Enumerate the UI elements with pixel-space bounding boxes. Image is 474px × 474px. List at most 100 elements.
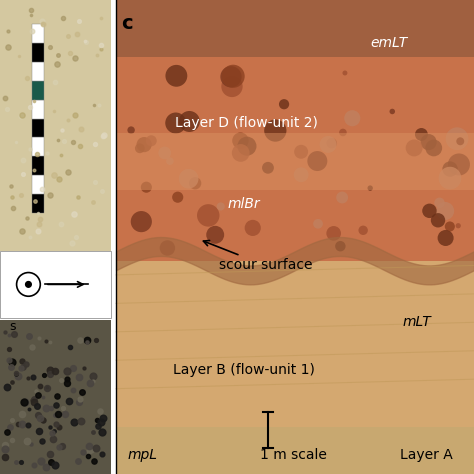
Circle shape xyxy=(165,65,187,87)
Point xyxy=(72,233,80,240)
Circle shape xyxy=(319,136,337,153)
Point xyxy=(73,30,81,37)
Circle shape xyxy=(232,132,249,149)
Bar xyxy=(32,24,44,43)
Point xyxy=(72,55,79,63)
Point xyxy=(23,438,31,445)
Point xyxy=(70,418,78,426)
Circle shape xyxy=(135,144,145,153)
Point xyxy=(46,370,54,378)
Point xyxy=(89,428,96,436)
Point xyxy=(1,328,9,336)
Point xyxy=(74,457,82,465)
Point xyxy=(83,336,91,344)
Point xyxy=(70,387,77,394)
Circle shape xyxy=(307,151,328,171)
FancyBboxPatch shape xyxy=(0,0,111,251)
Point xyxy=(6,423,14,430)
Point xyxy=(19,364,27,371)
Point xyxy=(39,393,47,401)
Point xyxy=(46,43,54,51)
Point xyxy=(98,42,105,49)
Point xyxy=(76,395,84,402)
Bar xyxy=(32,43,44,62)
Circle shape xyxy=(179,111,200,132)
Point xyxy=(83,338,91,346)
Point xyxy=(18,420,26,428)
Text: mlBr: mlBr xyxy=(228,197,260,211)
Point xyxy=(30,395,37,402)
Point xyxy=(17,113,25,120)
Point xyxy=(46,191,54,199)
Circle shape xyxy=(279,99,289,109)
Point xyxy=(92,444,100,452)
Point xyxy=(98,419,105,426)
Point xyxy=(75,374,82,381)
Point xyxy=(29,373,37,381)
Point xyxy=(42,404,50,411)
Point xyxy=(53,420,60,428)
Point xyxy=(64,116,72,123)
Point xyxy=(9,358,16,366)
Point xyxy=(57,220,65,228)
Point xyxy=(80,448,87,456)
Point xyxy=(82,39,90,46)
Point xyxy=(30,166,38,174)
Point xyxy=(76,337,83,344)
Point xyxy=(23,74,31,82)
FancyBboxPatch shape xyxy=(116,133,474,190)
Text: Layer B (flow-unit 1): Layer B (flow-unit 1) xyxy=(173,363,315,377)
Circle shape xyxy=(146,135,157,146)
Point xyxy=(92,336,100,343)
Point xyxy=(64,168,72,176)
Bar xyxy=(32,175,44,194)
Point xyxy=(62,410,69,418)
Circle shape xyxy=(367,185,373,191)
Bar xyxy=(32,118,44,137)
Circle shape xyxy=(422,204,437,218)
Point xyxy=(28,343,36,351)
FancyBboxPatch shape xyxy=(116,0,474,57)
Point xyxy=(86,379,93,387)
Point xyxy=(3,383,11,391)
FancyBboxPatch shape xyxy=(116,261,474,427)
Point xyxy=(55,175,63,182)
Point xyxy=(36,414,44,421)
Point xyxy=(18,111,26,118)
Point xyxy=(75,399,82,406)
Point xyxy=(47,458,55,465)
Point xyxy=(36,220,43,228)
Point xyxy=(47,404,55,412)
Point xyxy=(11,330,18,337)
Circle shape xyxy=(221,65,245,88)
Point xyxy=(54,137,61,144)
Point xyxy=(68,239,76,246)
Text: emLT: emLT xyxy=(370,36,407,50)
Text: Layer D (flow-unit 2): Layer D (flow-unit 2) xyxy=(175,116,318,130)
Bar xyxy=(32,100,44,118)
Point xyxy=(76,142,84,149)
Circle shape xyxy=(456,137,464,145)
Point xyxy=(67,49,74,56)
Circle shape xyxy=(237,137,256,156)
Point xyxy=(91,140,99,147)
Text: mpL: mpL xyxy=(127,448,157,462)
Text: c: c xyxy=(121,14,133,33)
Point xyxy=(34,228,41,235)
Point xyxy=(74,193,82,201)
Point xyxy=(46,338,53,346)
Point xyxy=(64,32,72,40)
Point xyxy=(8,193,16,201)
Point xyxy=(46,366,54,374)
Point xyxy=(85,447,92,455)
Point xyxy=(4,27,12,35)
Circle shape xyxy=(327,226,341,241)
Circle shape xyxy=(446,128,468,150)
Circle shape xyxy=(456,223,461,228)
Text: scour surface: scour surface xyxy=(203,240,312,273)
Circle shape xyxy=(264,119,286,142)
Circle shape xyxy=(327,138,337,148)
Bar xyxy=(32,81,44,100)
Point xyxy=(21,398,29,406)
Point xyxy=(34,209,42,217)
